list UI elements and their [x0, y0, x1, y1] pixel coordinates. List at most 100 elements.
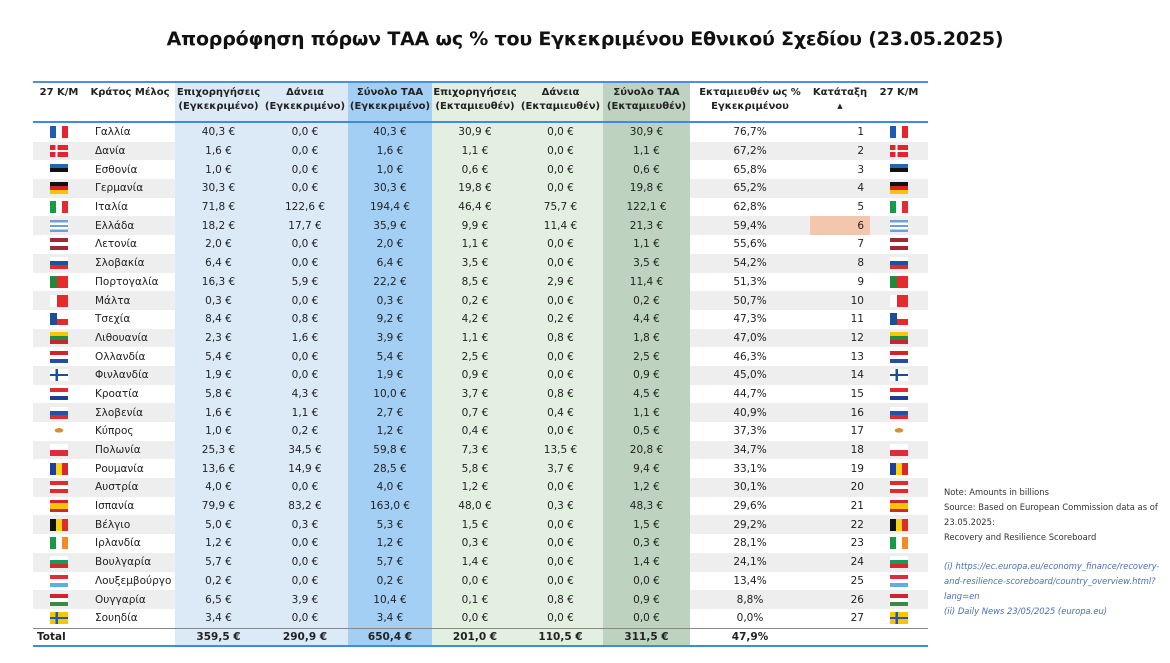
header-flag-right[interactable]: 27 Κ/Μ — [870, 82, 928, 123]
member-state-cell: Σουηδία — [95, 612, 138, 625]
country-flag-icon — [50, 313, 68, 326]
grants-disbursed-cell: 3,7 € — [432, 384, 518, 404]
table-row[interactable]: Τσεχία 8,4 €0,8 €9,2 €4,2 €0,2 €4,4 € 47,3… — [33, 309, 928, 329]
table-row[interactable]: Ελλάδα 18,2 €17,7 €35,9 €9,9 €11,4 €21,3 … — [33, 216, 928, 236]
loans-approved-cell: 0,0 € — [262, 122, 348, 142]
empty-cell — [810, 627, 870, 647]
grants-disbursed-cell: 46,4 € — [432, 197, 518, 217]
flag-cell-right — [870, 534, 928, 553]
total-approved-cell: 3,4 € — [348, 608, 432, 629]
table-row[interactable]: Λουξεμβούργο 0,2 €0,0 €0,2 €0,0 €0,0 €0,0… — [33, 571, 928, 591]
country-flag-icon — [890, 444, 908, 457]
table-row[interactable]: Μάλτα 0,3 €0,0 €0,3 €0,2 €0,0 €0,2 €50,7%… — [33, 291, 928, 310]
header-total-disbursed[interactable]: Σύνολο ΤΑΑ (Εκταμιευθέν) — [603, 82, 690, 123]
total-approved-cell: 5,3 € — [348, 515, 432, 535]
table-row[interactable]: Κροατία 5,8 €4,3 €10,0 €3,7 €0,8 €4,5 € 44… — [33, 384, 928, 404]
table-row[interactable]: Βουλγαρία 5,7 €0,0 €5,7 €1,4 €0,0 €1,4 €2… — [33, 552, 928, 572]
header-loans-approved[interactable]: Δάνεια (Εγκεκριμένο) — [262, 82, 348, 123]
table-row[interactable]: Ιρλανδία 1,2 €0,0 €1,2 €0,3 €0,0 €0,3 €28… — [33, 534, 928, 553]
grants-disbursed-cell: 1,2 € — [432, 478, 518, 497]
note-amounts: Note: Amounts in billions — [944, 487, 1049, 497]
flag-cell — [33, 365, 85, 385]
header-flag[interactable]: 27 Κ/Μ — [33, 82, 85, 123]
link-scoreboard[interactable]: (i) https://ec.europa.eu/economy_finance… — [944, 561, 1160, 601]
loans-approved-cell: 0,0 € — [262, 571, 348, 591]
table-row[interactable]: Βέλγιο 5,0 €0,3 €5,3 €1,5 €0,0 €1,5 €29,2… — [33, 515, 928, 535]
total-row: Total 359,5 €290,9 €650,4 €201,0 €110,5 €… — [33, 627, 928, 647]
loans-disbursed-cell: 2,9 € — [518, 272, 603, 292]
rank-cell: 17 — [850, 425, 864, 438]
flag-cell-right — [870, 572, 928, 591]
flag-cell-right — [870, 422, 928, 441]
header-disbursed-pct[interactable]: Εκταμιευθέν ως % Εγκεκριμένου — [690, 82, 810, 123]
loans-approved-cell: 0,0 € — [262, 478, 348, 497]
table-row[interactable]: Σλοβενία 1,6 €1,1 €2,7 €0,7 €0,4 €1,1 €40… — [33, 403, 928, 422]
loans-approved-cell: 5,9 € — [262, 272, 348, 292]
country-flag-icon — [890, 257, 908, 270]
grants-approved-cell: 40,3 € — [175, 122, 262, 142]
country-flag-icon — [50, 257, 68, 270]
flag-cell-right — [870, 179, 928, 198]
table-row[interactable]: Κύπρος 1,0 €0,2 €1,2 €0,4 €0,0 €0,5 € 37,3… — [33, 422, 928, 441]
grants-approved-cell: 1,2 € — [175, 534, 262, 553]
table-row[interactable]: Ρουμανία 13,6 €14,9 €28,5 €5,8 €3,7 €9,4 … — [33, 459, 928, 479]
table-row[interactable]: Σλοβακία 6,4 €0,0 €6,4 €3,5 €0,0 €3,5 €54… — [33, 253, 928, 273]
disbursed-pct-cell: 24,1% — [690, 552, 810, 572]
header-rank[interactable]: Κατάταξη ▲ — [810, 82, 870, 123]
member-state-cell: Σλοβενία — [85, 403, 175, 422]
header-total-approved[interactable]: Σύνολο ΤΑΑ (Εγκεκριμένο) — [348, 82, 432, 123]
table-row[interactable]: Δανία 1,6 €0,0 €1,6 €1,1 €0,0 €1,1 €67,2%… — [33, 141, 928, 161]
table-row[interactable]: Πορτογαλία 16,3 €5,9 €22,2 €8,5 €2,9 €11,… — [33, 272, 928, 292]
table-row[interactable]: Πολωνία 25,3 €34,5 €59,8 €7,3 €13,5 €20,8… — [33, 440, 928, 460]
table-row[interactable]: Ουγγαρία 6,5 €3,9 €10,4 €0,1 €0,8 €0,9 €8… — [33, 590, 928, 609]
table-row[interactable]: Φινλανδία 1,9 €0,0 €1,9 €0,9 €0,0 €0,9 €4… — [33, 365, 928, 385]
rank-cell: 4 — [810, 179, 870, 198]
header-grants-disbursed[interactable]: Επιχορηγήσεις (Εκταμιευθέν) — [432, 82, 518, 123]
table-row[interactable]: Ισπανία 79,9 €83,2 €163,0 €48,0 €0,3 €48,… — [33, 496, 928, 516]
loans-approved-cell: 0,0 € — [262, 347, 348, 366]
table-row[interactable]: Σουηδία 3,4 €0,0 €3,4 €0,0 €0,0 €0,0 €0,0… — [33, 608, 928, 629]
loans-approved-cell: 1,6 € — [262, 328, 348, 348]
total-pct-cell: 47,9% — [690, 627, 810, 647]
link-daily-news[interactable]: (ii) Daily News 23/05/2025 (europa.eu) — [944, 606, 1108, 616]
grants-disbursed-cell: 0,9 € — [432, 365, 518, 385]
table-row[interactable]: Λετονία 2,0 €0,0 €2,0 €1,1 €0,0 €1,1 €55,… — [33, 235, 928, 254]
header-grants-approved[interactable]: Επιχορηγήσεις (Εγκεκριμένο) — [175, 82, 262, 123]
flag-cell-right — [870, 235, 928, 254]
note-source: Source: Based on European Commission dat… — [944, 502, 1158, 527]
member-state-cell: Μάλτα — [85, 291, 175, 310]
header-loans-disbursed[interactable]: Δάνεια (Εκταμιευθέν) — [518, 82, 603, 123]
member-state-cell: Τσεχία — [95, 313, 131, 326]
loans-disbursed-cell: 0,8 € — [518, 590, 603, 609]
header-member-state[interactable]: Κράτος Μέλος — [85, 82, 175, 123]
table-row[interactable]: Γαλλία 40,3 €0,0 €40,3 €30,9 €0,0 €30,9 €… — [33, 122, 928, 142]
total-disbursed-cell: 122,1 € — [603, 197, 690, 217]
rank-cell: 24 — [810, 552, 870, 572]
flag-cell — [33, 459, 85, 478]
sort-ascending-icon: ▲ — [837, 102, 843, 110]
grants-disbursed-cell: 0,7 € — [432, 403, 518, 422]
disbursed-pct-cell: 67,2% — [690, 141, 810, 161]
rank-cell: 14 — [810, 365, 870, 385]
empty-cell — [85, 627, 175, 647]
country-flag-icon — [50, 182, 68, 195]
table-row[interactable]: Ολλανδία 5,4 €0,0 €5,4 €2,5 €0,0 €2,5 €46… — [33, 347, 928, 366]
total-disbursed-cell: 1,4 € — [603, 552, 690, 572]
rank-cell: 10 — [810, 291, 870, 310]
total-label: Total — [33, 627, 85, 647]
table-row[interactable]: Γερμανία 30,3 €0,0 €30,3 €19,8 €0,0 €19,8… — [33, 179, 928, 198]
table-row[interactable]: Λιθουανία 2,3 €1,6 €3,9 €1,1 €0,8 €1,8 €4… — [33, 328, 928, 348]
country-flag-icon — [890, 556, 908, 569]
country-flag-icon — [50, 350, 68, 363]
table-row[interactable]: Αυστρία 4,0 €0,0 €4,0 €1,2 €0,0 €1,2 €30,… — [33, 478, 928, 497]
table-row[interactable]: Ιταλία 71,8 €122,6 €194,4 €46,4 €75,7 €12… — [33, 197, 928, 217]
member-state-cell: Σλοβακία — [85, 253, 175, 273]
table-row[interactable]: Εσθονία 1,0 €0,0 €1,0 €0,6 €0,0 €0,6 €65,… — [33, 160, 928, 180]
disbursed-pct-cell: 33,1% — [733, 462, 767, 475]
rank-cell: 6 — [810, 216, 870, 236]
rank-cell: 26 — [810, 590, 870, 609]
flag-cell-right — [870, 273, 928, 292]
loans-disbursed-cell: 13,5 € — [518, 440, 603, 460]
total-disbursed-cell: 11,4 € — [603, 272, 690, 292]
flag-cell — [33, 478, 85, 497]
